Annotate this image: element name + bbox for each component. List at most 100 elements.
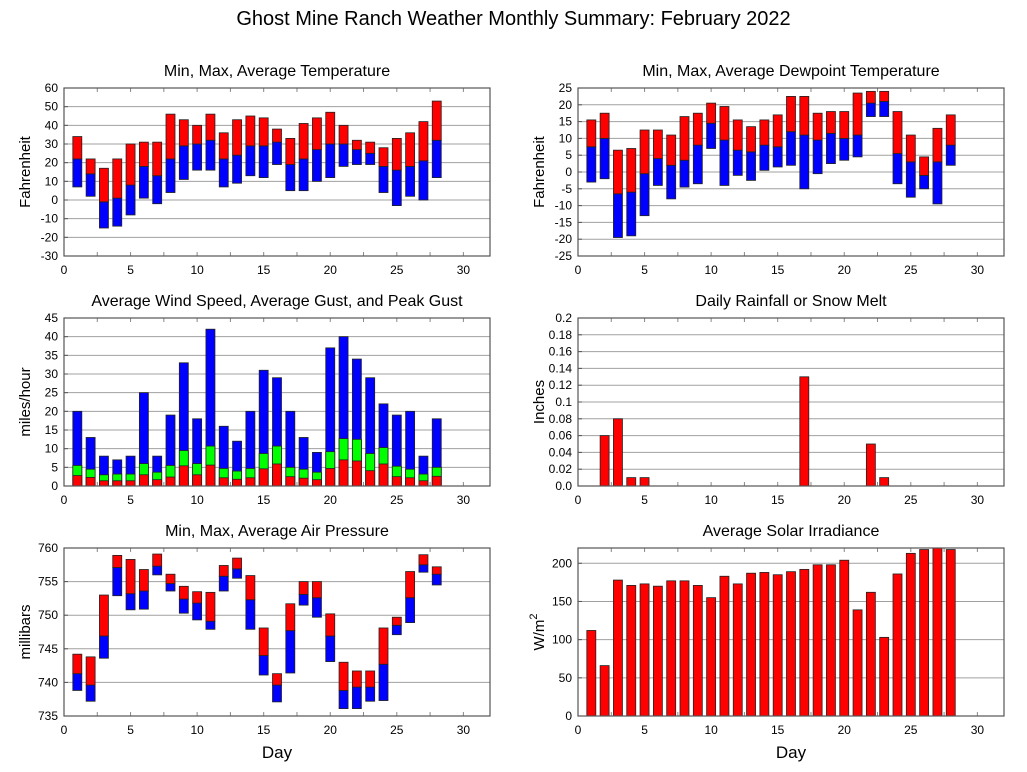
y-tick-label: 0.2 [555,311,572,325]
bar-average-to-max [112,158,123,199]
bar-min-to-average [378,663,389,701]
bar [599,665,610,717]
bar-average-wind-speed [85,477,96,487]
y-tick-label: 100 [552,633,572,647]
bar-average-wind-speed [192,474,203,487]
bar-average-to-max [905,134,916,163]
bar-min-to-average [879,101,890,117]
bar [812,564,823,717]
chart-title: Daily Rainfall or Snow Melt [695,293,887,310]
bar-min-to-average [138,590,149,610]
bar-average-to-max [165,573,176,585]
bar-min-to-average [85,684,96,702]
bar-average-to-max [746,126,756,153]
bar-min-to-average [865,102,876,117]
y-tick-label: 50 [45,100,59,114]
bar-average-to-max [719,106,730,141]
bar-average-wind-speed [351,460,362,487]
x-tick-label: 5 [641,263,648,277]
bar-average-to-max [431,566,442,575]
y-axis-label: Fahrenheit [17,135,34,208]
x-tick-label: 5 [641,723,648,737]
y-axis-label-text: W/m [531,620,548,651]
plot-frame [577,87,1005,257]
bar-min-to-average [205,620,216,630]
bar-min-to-average [178,598,189,614]
bar-average-wind-speed [165,476,176,487]
x-axis-label: Day [262,743,293,762]
bar-min-to-average [586,146,597,183]
bar [732,583,743,717]
y-tick-label: 30 [45,137,59,151]
y-tick-label: 0.14 [549,361,573,375]
y-tick-label: 0 [565,709,572,723]
y-tick-label: -20 [555,232,573,246]
bar-min-to-average [599,138,610,180]
y-tick-label: 0 [565,165,572,179]
x-tick-label: 10 [190,263,204,277]
y-tick-label: 0.06 [549,429,573,443]
bar [652,585,663,717]
bar-average-wind-speed [391,476,402,487]
bar-average-wind-speed [325,468,336,487]
bar-min-to-average [205,139,216,171]
plot-frame [577,317,1005,487]
y-tick-label: 760 [38,541,58,555]
bar-average-to-max [666,134,677,166]
bar-min-to-average [232,154,242,184]
bar [799,376,810,487]
bar-min-to-average [692,144,703,185]
y-tick-label: 15 [559,115,573,129]
bar-min-to-average [418,160,429,201]
bar-average-to-max [639,129,650,175]
y-tick-label: 40 [45,330,59,344]
y-axis-label: Inches [531,380,548,424]
bar-average-to-max [152,553,163,567]
bar [719,575,730,717]
bar-min-to-average [732,149,743,176]
plot-frame [577,547,1005,717]
x-tick-label: 30 [457,493,471,507]
bar [706,597,717,717]
bar-min-to-average [312,149,322,182]
bar-average-to-max [418,554,429,566]
bar-min-to-average [272,684,282,703]
x-tick-label: 25 [904,493,918,507]
y-tick-label: 0.08 [549,412,573,426]
bar-min-to-average [152,565,163,576]
bar-average-to-max [706,102,717,124]
bar-average-to-max [218,565,229,577]
bar-average-to-max [85,158,96,175]
bar-average-to-max [312,581,322,599]
bar-min-to-average [365,686,376,702]
bar-min-to-average [378,166,389,193]
bar-min-to-average [405,166,416,197]
bar-min-to-average [812,139,823,175]
y-tick-label: 0.02 [549,462,573,476]
bar-min-to-average [932,161,943,205]
y-tick-label: 0.1 [555,395,572,409]
bar-min-to-average [298,158,309,192]
y-tick-label: 50 [559,671,573,685]
bar-min-to-average [945,144,956,166]
bar-min-to-average [138,166,149,199]
x-tick-label: 5 [127,493,134,507]
y-tick-label: 20 [45,404,59,418]
bar-min-to-average [852,134,863,158]
x-tick-label: 10 [704,493,718,507]
bar-average-to-max [852,92,863,136]
y-tick-label: 25 [45,386,59,400]
bar [892,573,903,717]
chart-title: Average Wind Speed, Average Gust, and Pe… [91,293,463,310]
x-tick-label: 30 [457,263,471,277]
bar-average-to-max [112,554,123,568]
y-tick-label: -5 [561,182,572,196]
x-tick-label: 0 [575,723,582,737]
y-tick-label: 35 [45,348,59,362]
y-axis-label-superscript: 2 [528,614,540,620]
bar-min-to-average [325,143,336,178]
bar-min-to-average [365,152,376,165]
bar [772,574,783,717]
bar-average-wind-speed [112,480,123,487]
bar-min-to-average [772,146,783,168]
